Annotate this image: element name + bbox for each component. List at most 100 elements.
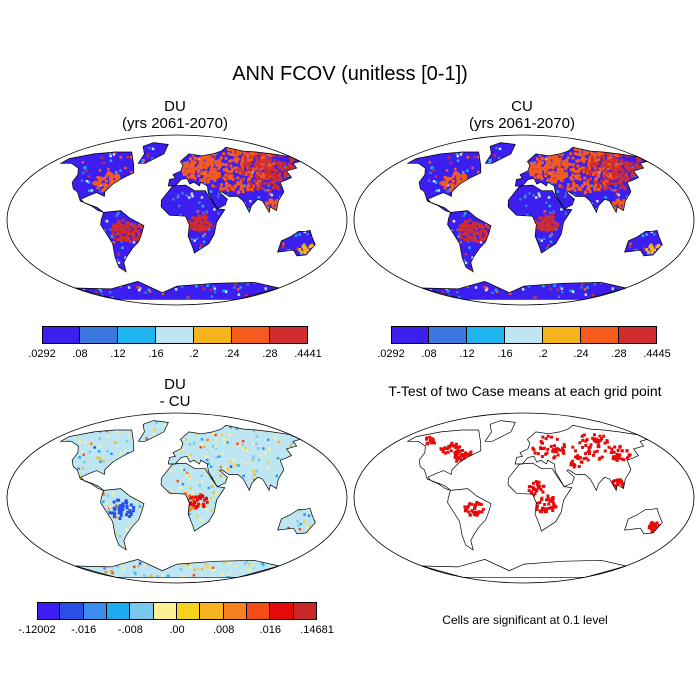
du-panel-title: DU (yrs 2061-2070) xyxy=(75,98,275,132)
significance-note: Cells are significant at 0.1 level xyxy=(442,613,608,627)
du-title: DU xyxy=(164,98,186,115)
du-colorbar-label: .4441 xyxy=(294,348,322,360)
du-colorbar-label: .28 xyxy=(262,348,278,360)
coastline xyxy=(100,488,145,551)
cu-colorbar-label: .12 xyxy=(459,348,475,360)
coastline xyxy=(137,142,169,164)
coastline xyxy=(277,229,316,257)
coastline xyxy=(514,146,649,214)
cu-map xyxy=(353,134,695,306)
du-colorbar-label: .08 xyxy=(72,348,88,360)
cu-colorbar-label: .08 xyxy=(421,348,437,360)
du-colorbar-swatch xyxy=(156,326,194,344)
cu-colorbar-swatch xyxy=(619,326,657,344)
coastline xyxy=(484,420,516,442)
diff-colorbar-swatch xyxy=(60,602,84,620)
map-boundary xyxy=(353,134,695,306)
coastline xyxy=(74,281,280,300)
du-colorbar-swatch xyxy=(118,326,156,344)
cu-colorbar-label: .24 xyxy=(573,348,589,360)
coastline xyxy=(406,429,482,491)
coastline xyxy=(421,559,627,578)
cu-colorbar-swatch xyxy=(429,326,467,344)
map-boundary xyxy=(6,134,348,306)
diff-colorbar-swatch xyxy=(246,602,271,620)
coastline xyxy=(406,151,482,213)
du-colorbar-swatch xyxy=(194,326,232,344)
cu-colorbar-swatch xyxy=(581,326,619,344)
cu-colorbar-swatch xyxy=(505,326,543,344)
coastline xyxy=(624,507,663,535)
diff-colorbar-swatch xyxy=(176,602,201,620)
coastline xyxy=(74,559,280,578)
coastline xyxy=(277,507,316,535)
cu-colorbar-label: .0292 xyxy=(377,348,405,360)
cu-colorbar-swatch xyxy=(543,326,581,344)
cu-colorbar-label: .4445 xyxy=(643,348,671,360)
diff-colorbar-swatch xyxy=(37,602,61,620)
du-colorbar xyxy=(42,326,308,344)
du-colorbar-label: .12 xyxy=(110,348,126,360)
diff-colorbar-label: -.12002 xyxy=(18,624,56,636)
diff-colorbar xyxy=(37,602,317,620)
coastline xyxy=(59,429,135,491)
land-fill xyxy=(407,142,663,300)
du-colorbar-swatch xyxy=(232,326,270,344)
coastline xyxy=(447,210,492,273)
diff-colorbar-label: .016 xyxy=(259,624,282,636)
coastline xyxy=(167,424,302,492)
cu-panel-title: CU (yrs 2061-2070) xyxy=(422,98,622,132)
coastline xyxy=(447,488,492,551)
du-colorbar-label: .16 xyxy=(148,348,164,360)
cu-title: CU xyxy=(511,98,533,115)
map-boundary xyxy=(6,412,348,584)
coastline xyxy=(624,229,663,257)
du-colorbar-label: .0292 xyxy=(28,348,56,360)
cu-colorbar-label: .2 xyxy=(538,348,548,360)
coastline xyxy=(421,281,627,300)
du-colorbar-swatch xyxy=(42,326,80,344)
diff-colorbar-swatch xyxy=(293,602,317,620)
ttest-panel-title: T-Test of two Case means at each grid po… xyxy=(388,383,662,399)
diff-colorbar-swatch xyxy=(83,602,107,620)
cu-colorbar-label: .16 xyxy=(497,348,513,360)
cu-colorbar-swatch xyxy=(391,326,429,344)
coastline xyxy=(484,142,516,164)
diff-colorbar-swatch xyxy=(130,602,154,620)
diff-colorbar-label: .14681 xyxy=(300,624,334,636)
du-colorbar-swatch xyxy=(270,326,308,344)
du-map xyxy=(6,134,348,306)
diff-map xyxy=(6,412,348,584)
coastline xyxy=(167,146,302,214)
diff-colorbar-label: .008 xyxy=(212,624,235,636)
du-colorbar-swatch xyxy=(80,326,118,344)
coastline xyxy=(160,462,226,532)
diff-colorbar-label: .00 xyxy=(169,624,185,636)
cu-colorbar xyxy=(391,326,657,344)
coastline xyxy=(507,462,573,532)
du-subtitle: (yrs 2061-2070) xyxy=(122,115,228,132)
cu-colorbar-label: .28 xyxy=(611,348,627,360)
diff-colorbar-swatch xyxy=(270,602,294,620)
land-fill xyxy=(60,142,316,300)
diff-colorbar-swatch xyxy=(153,602,177,620)
diff-colorbar-label: -.016 xyxy=(71,624,97,636)
map-boundary xyxy=(353,412,695,584)
land-fill xyxy=(60,420,316,578)
diff-colorbar-swatch xyxy=(106,602,131,620)
coastline xyxy=(59,151,135,213)
du-colorbar-label: .24 xyxy=(224,348,240,360)
figure-title: ANN FCOV (unitless [0-1]) xyxy=(232,63,468,85)
diff-colorbar-label: -.008 xyxy=(117,624,143,636)
diff-colorbar-swatch xyxy=(223,602,247,620)
coastline xyxy=(507,184,573,254)
land-fill xyxy=(407,420,663,578)
cu-subtitle: (yrs 2061-2070) xyxy=(469,115,575,132)
diff-subtitle: - CU xyxy=(159,393,191,410)
coastline xyxy=(514,424,649,492)
ttest-map xyxy=(353,412,695,584)
diff-panel-title: DU - CU xyxy=(75,376,275,410)
coastline xyxy=(137,420,169,442)
diff-title: DU xyxy=(164,376,186,393)
coastline xyxy=(160,184,226,254)
